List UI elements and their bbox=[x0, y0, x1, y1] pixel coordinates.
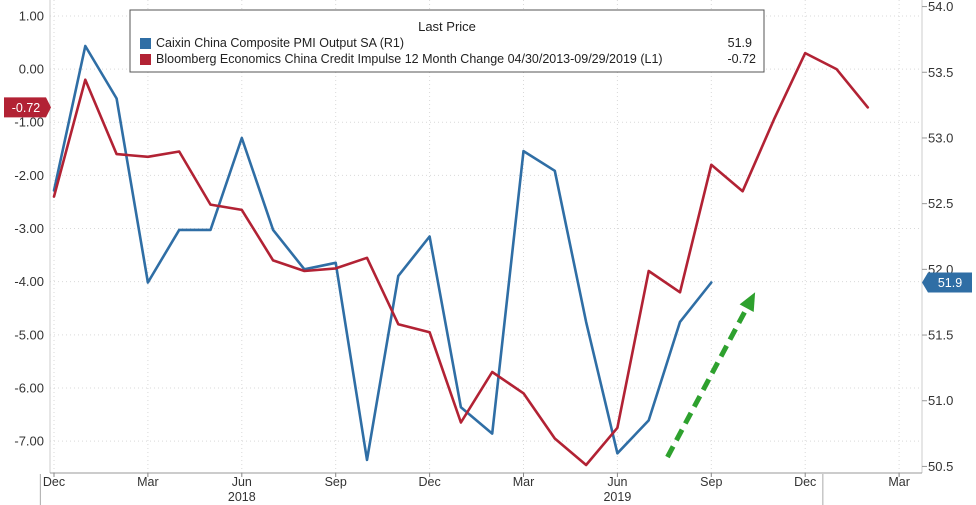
right-axis-tick-label: 54.0 bbox=[928, 0, 953, 14]
left-axis-tick-label: 0.00 bbox=[19, 62, 44, 77]
last-value-tag-credit bbox=[4, 97, 51, 118]
x-axis-tick-label: Dec bbox=[794, 475, 816, 489]
x-axis-tick-label: Sep bbox=[325, 475, 347, 489]
right-axis-tick-label: 53.5 bbox=[928, 65, 953, 80]
right-axis-tick-label: 53.0 bbox=[928, 130, 953, 145]
x-axis-tick-label: Jun bbox=[607, 475, 627, 489]
annotation-arrow-head bbox=[739, 292, 756, 312]
legend: Last Price Caixin China Composite PMI Ou… bbox=[129, 9, 765, 73]
right-axis-tick-label: 51.0 bbox=[928, 393, 953, 408]
right-axis: 54.053.553.052.552.051.551.050.5 bbox=[922, 0, 953, 474]
legend-last-credit: -0.72 bbox=[728, 52, 757, 66]
left-axis: 1.00 0.00 -1.00 -2.00 -3.00 -4.00 -5.00 -6.00 -7… bbox=[14, 8, 44, 448]
left-axis-tick-label: 1.00 bbox=[19, 8, 44, 23]
left-axis-tick-label: -6.00 bbox=[14, 380, 44, 395]
x-axis-tick-label: Mar bbox=[137, 475, 159, 489]
x-axis: DecMarJunSepDecMarJunSepDecMar2018201920… bbox=[39, 473, 910, 505]
annotation-arrow-shaft bbox=[665, 307, 749, 459]
left-axis-tick-label: -2.00 bbox=[14, 168, 44, 183]
last-value-tag-credit-label: -0.72 bbox=[12, 101, 41, 115]
left-axis-tick-label: -1.00 bbox=[14, 115, 44, 130]
right-axis-tick-label: 51.5 bbox=[928, 328, 953, 343]
legend-title: Last Price bbox=[418, 19, 476, 34]
last-value-tags: -0.72 51.9 bbox=[4, 97, 972, 293]
x-axis-tick-label: Jun bbox=[232, 475, 252, 489]
right-axis-tick-label: 50.5 bbox=[928, 459, 953, 474]
legend-entry-pmi: Caixin China Composite PMI Output SA (R1… bbox=[156, 36, 404, 50]
x-axis-tick-label: Dec bbox=[43, 475, 65, 489]
x-axis-year-label: 2018 bbox=[228, 490, 256, 504]
annotation-arrow bbox=[665, 292, 756, 459]
left-axis-tick-label: -5.00 bbox=[14, 327, 44, 342]
legend-box bbox=[129, 9, 765, 73]
last-value-tag-pmi-label: 51.9 bbox=[938, 276, 962, 290]
series-line-credit-impulse bbox=[52, 51, 870, 467]
legend-entry-credit: Bloomberg Economics China Credit Impulse… bbox=[156, 52, 663, 66]
legend-swatch-pmi bbox=[140, 38, 151, 49]
series-line-caixin-pmi bbox=[52, 44, 713, 462]
legend-swatch-credit bbox=[140, 54, 151, 65]
last-value-tag-pmi bbox=[922, 272, 972, 293]
left-axis-tick-label: -3.00 bbox=[14, 221, 44, 236]
legend-last-pmi: 51.9 bbox=[728, 36, 752, 50]
left-axis-tick-label: -4.00 bbox=[14, 274, 44, 289]
x-axis-tick-label: Mar bbox=[513, 475, 535, 489]
plot-frame bbox=[49, 0, 923, 474]
x-axis-tick-label: Sep bbox=[700, 475, 722, 489]
right-axis-tick-label: 52.5 bbox=[928, 196, 953, 211]
left-axis-tick-label: -7.00 bbox=[14, 434, 44, 449]
x-axis-tick-label: Dec bbox=[418, 475, 440, 489]
x-axis-tick-label: Mar bbox=[888, 475, 910, 489]
x-axis-year-label: 2019 bbox=[603, 490, 631, 504]
series-lines bbox=[52, 44, 870, 467]
